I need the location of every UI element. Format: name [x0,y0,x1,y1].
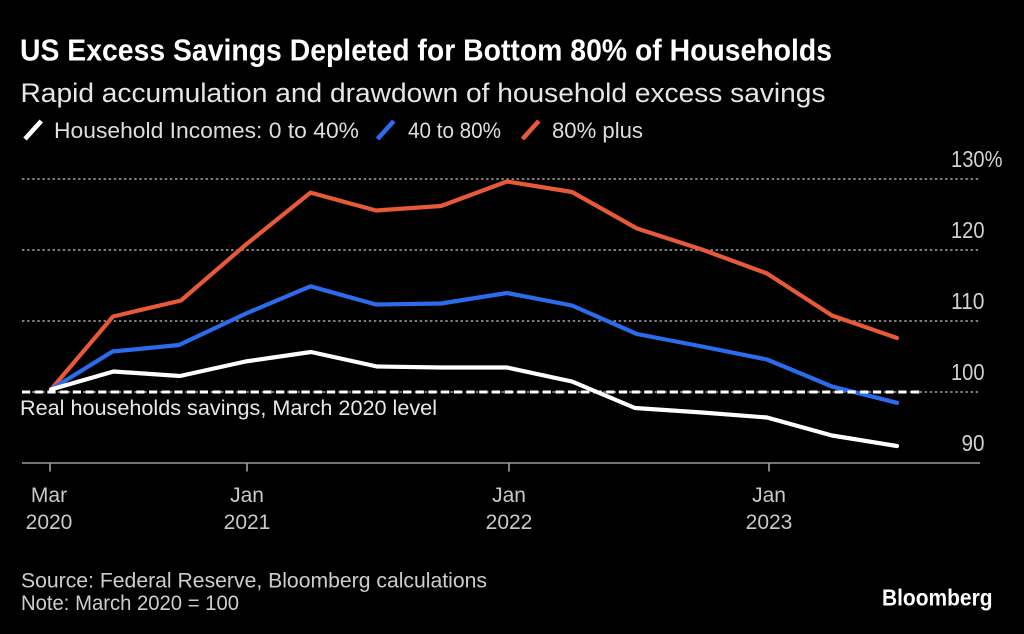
svg-text:Source: Federal Reserve, Bloom: Source: Federal Reserve, Bloomberg calcu… [21,570,487,593]
svg-text:130%: 130% [951,146,1003,172]
svg-text:2020: 2020 [26,511,73,534]
svg-text:2023: 2023 [746,511,793,534]
svg-text:Jan: Jan [492,484,526,507]
svg-text:Mar: Mar [31,484,67,507]
svg-text:Jan: Jan [230,484,264,507]
svg-text:US Excess Savings Depleted for: US Excess Savings Depleted for Bottom 80… [20,34,832,68]
svg-text:Household Incomes: 0 to 40%: Household Incomes: 0 to 40% [54,118,359,143]
svg-text:40 to 80%: 40 to 80% [408,118,501,143]
svg-text:Bloomberg: Bloomberg [882,585,993,611]
svg-text:2021: 2021 [224,511,271,534]
svg-text:Note: March 2020 = 100: Note: March 2020 = 100 [21,592,239,615]
svg-text:Rapid accumulation and drawdow: Rapid accumulation and drawdown of house… [21,78,826,108]
svg-text:2022: 2022 [486,511,533,534]
svg-text:Real households savings, March: Real households savings, March 2020 leve… [20,397,437,420]
svg-text:110: 110 [951,288,985,314]
svg-text:Jan: Jan [752,484,786,507]
svg-text:120: 120 [951,217,985,243]
svg-text:90: 90 [962,430,985,456]
svg-text:100: 100 [951,359,985,385]
svg-text:80% plus: 80% plus [552,118,643,143]
